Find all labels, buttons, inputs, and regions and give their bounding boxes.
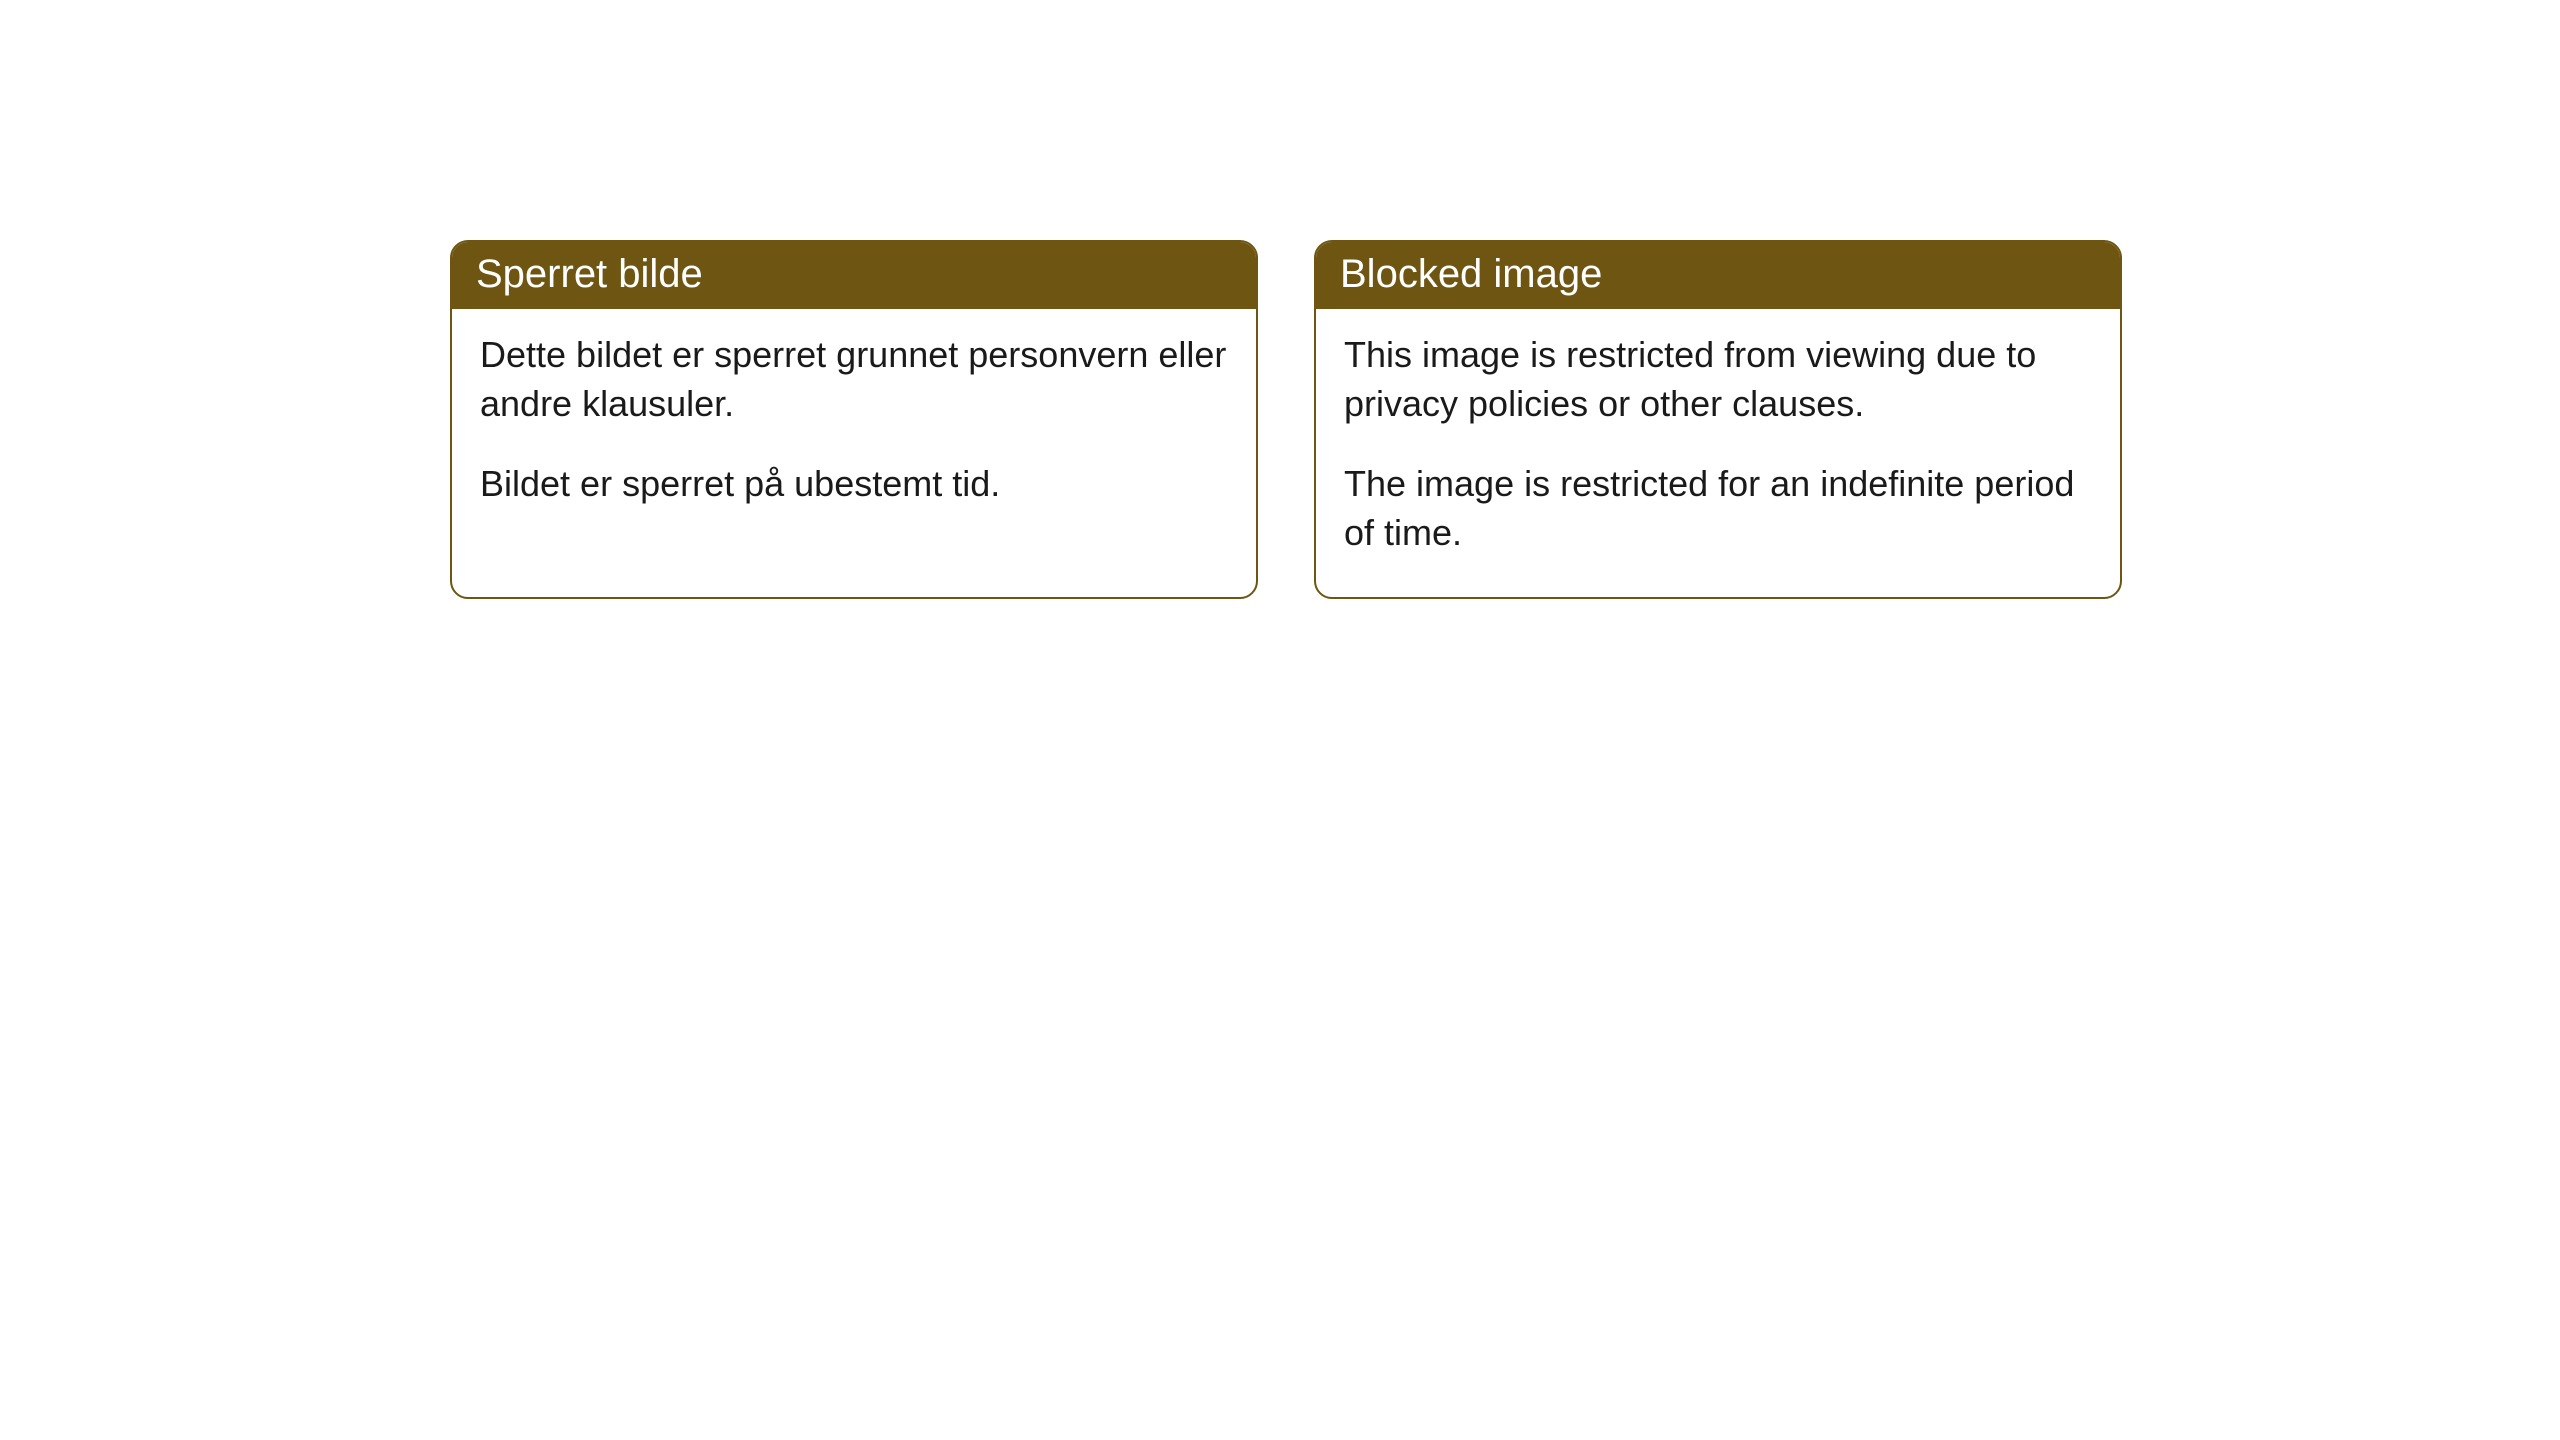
notice-header-english: Blocked image [1316, 242, 2120, 309]
notice-paragraph: The image is restricted for an indefinit… [1344, 460, 2092, 557]
notice-paragraph: Bildet er sperret på ubestemt tid. [480, 460, 1228, 509]
notice-cards-container: Sperret bilde Dette bildet er sperret gr… [450, 240, 2122, 599]
notice-card-english: Blocked image This image is restricted f… [1314, 240, 2122, 599]
notice-title: Blocked image [1340, 252, 1602, 296]
notice-paragraph: This image is restricted from viewing du… [1344, 331, 2092, 428]
notice-title: Sperret bilde [476, 252, 703, 296]
notice-card-norwegian: Sperret bilde Dette bildet er sperret gr… [450, 240, 1258, 599]
notice-body-english: This image is restricted from viewing du… [1316, 309, 2120, 597]
notice-header-norwegian: Sperret bilde [452, 242, 1256, 309]
notice-body-norwegian: Dette bildet er sperret grunnet personve… [452, 309, 1256, 549]
notice-paragraph: Dette bildet er sperret grunnet personve… [480, 331, 1228, 428]
